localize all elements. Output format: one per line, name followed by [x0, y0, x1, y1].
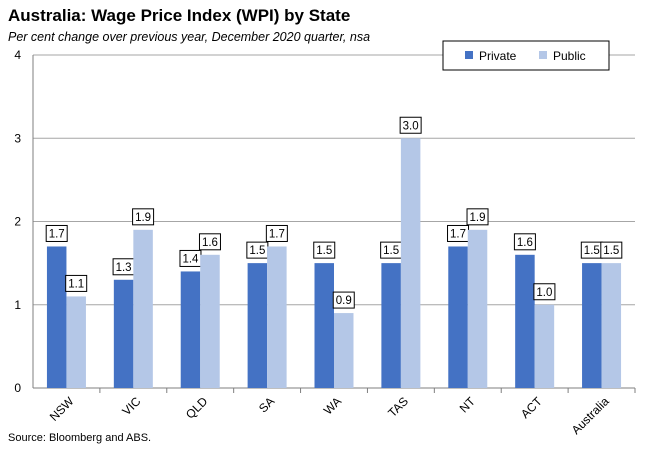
data-label-box [466, 208, 489, 226]
x-tick-label: WA [321, 394, 344, 417]
bar-private [448, 246, 468, 388]
bar-public [334, 313, 354, 388]
data-label: 1.3 [116, 262, 132, 274]
chart-subtitle: Per cent change over previous year, Dece… [8, 30, 371, 44]
data-label-box [332, 291, 355, 309]
bar-public [400, 138, 421, 388]
bar-public [200, 254, 220, 388]
legend-swatch-public [539, 51, 547, 59]
y-tick-label: 0 [14, 381, 21, 395]
x-tick-label: TAS [385, 394, 411, 420]
bar-public [267, 246, 287, 388]
data-label-box [399, 116, 422, 134]
data-label: 1.4 [182, 253, 199, 265]
y-tick-label: 1 [14, 298, 21, 312]
data-label-box [533, 283, 556, 301]
bar-public [467, 229, 488, 388]
data-label: 1.5 [584, 245, 600, 257]
data-label: 1.5 [249, 245, 265, 257]
bar-private [113, 279, 134, 388]
data-label: 1.7 [49, 228, 65, 240]
chart-title: Australia: Wage Price Index (WPI) by Sta… [8, 6, 351, 25]
bar-private [582, 263, 602, 388]
data-label-box [45, 224, 68, 242]
data-label-box [313, 241, 336, 259]
data-label: 1.6 [202, 237, 218, 249]
bar-private [314, 263, 334, 388]
data-label: 1.7 [269, 228, 285, 240]
bar-private [180, 271, 201, 388]
bar-public [534, 304, 555, 388]
data-label: 1.5 [316, 245, 332, 257]
y-tick-label: 3 [14, 131, 21, 145]
x-tick-label: Australia [569, 394, 612, 437]
x-tick-label: QLD [183, 394, 211, 422]
y-tick-label: 4 [14, 48, 21, 62]
data-label-box [513, 233, 536, 251]
data-label: 1.0 [536, 287, 552, 299]
data-label-box [265, 224, 288, 242]
bar-private [381, 263, 401, 388]
bar-public [66, 296, 86, 388]
x-tick-label: VIC [119, 394, 143, 418]
bar-public [133, 229, 153, 388]
data-label-box [600, 241, 623, 259]
x-tick-label: ACT [518, 394, 545, 421]
y-tick-label: 2 [14, 215, 21, 229]
bar-private [46, 246, 67, 388]
legend-label-private: Private [479, 49, 517, 63]
data-label: 1.7 [450, 228, 466, 240]
data-label-box [65, 274, 88, 292]
bar-public [601, 263, 622, 388]
x-tick-label: SA [256, 394, 277, 415]
data-label: 1.1 [68, 278, 84, 290]
bar-private [515, 254, 535, 388]
legend-label-public: Public [553, 49, 586, 63]
data-label-box [132, 208, 155, 226]
source-note: Source: Bloomberg and ABS. [8, 432, 152, 444]
bar-private [247, 263, 268, 388]
data-label: 1.9 [470, 212, 486, 224]
data-label: 1.5 [383, 245, 399, 257]
data-label: 0.9 [336, 295, 352, 307]
data-label: 1.5 [603, 245, 619, 257]
data-label: 1.9 [135, 212, 151, 224]
x-tick-label: NSW [47, 394, 77, 424]
data-label-box [198, 233, 221, 251]
data-label: 1.6 [517, 237, 533, 249]
x-tick-label: NT [457, 394, 479, 416]
data-label: 3.0 [403, 120, 419, 132]
legend-swatch-private [465, 51, 473, 59]
